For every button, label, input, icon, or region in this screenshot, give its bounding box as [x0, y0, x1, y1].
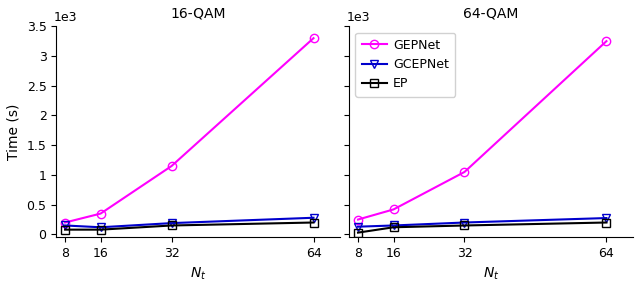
EP [461, 224, 468, 227]
GEPNet [310, 36, 317, 40]
X-axis label: $N_t$: $N_t$ [483, 266, 499, 282]
GEPNet [61, 221, 69, 224]
EP [354, 231, 362, 234]
Title: 64-QAM: 64-QAM [463, 7, 519, 21]
GEPNet [603, 39, 611, 43]
Y-axis label: Time (s): Time (s) [7, 104, 21, 160]
Line: GEPNet: GEPNet [61, 34, 317, 227]
EP [97, 228, 104, 231]
GCEPNet [310, 216, 317, 219]
Legend: GEPNet, GCEPNet, EP: GEPNet, GCEPNet, EP [355, 33, 455, 97]
X-axis label: $N_t$: $N_t$ [190, 266, 207, 282]
GCEPNet [603, 216, 611, 220]
EP [603, 221, 611, 224]
GCEPNet [461, 221, 468, 224]
EP [390, 225, 397, 229]
GEPNet [168, 164, 175, 168]
EP [310, 221, 317, 224]
Line: GCEPNet: GCEPNet [354, 214, 611, 231]
GEPNet [97, 212, 104, 215]
Text: 1e3: 1e3 [346, 11, 370, 24]
GEPNet [461, 170, 468, 174]
EP [61, 228, 69, 231]
GEPNet [390, 208, 397, 211]
GCEPNet [168, 221, 175, 225]
Title: 16-QAM: 16-QAM [170, 7, 226, 21]
EP [168, 224, 175, 227]
Text: 1e3: 1e3 [53, 11, 77, 24]
GCEPNet [97, 225, 104, 229]
Line: EP: EP [354, 218, 611, 237]
GCEPNet [61, 224, 69, 227]
Line: GEPNet: GEPNet [354, 37, 611, 224]
GEPNet [354, 218, 362, 221]
GCEPNet [354, 225, 362, 228]
Line: EP: EP [61, 218, 317, 234]
GCEPNet [390, 224, 397, 227]
Line: GCEPNet: GCEPNet [61, 214, 317, 231]
